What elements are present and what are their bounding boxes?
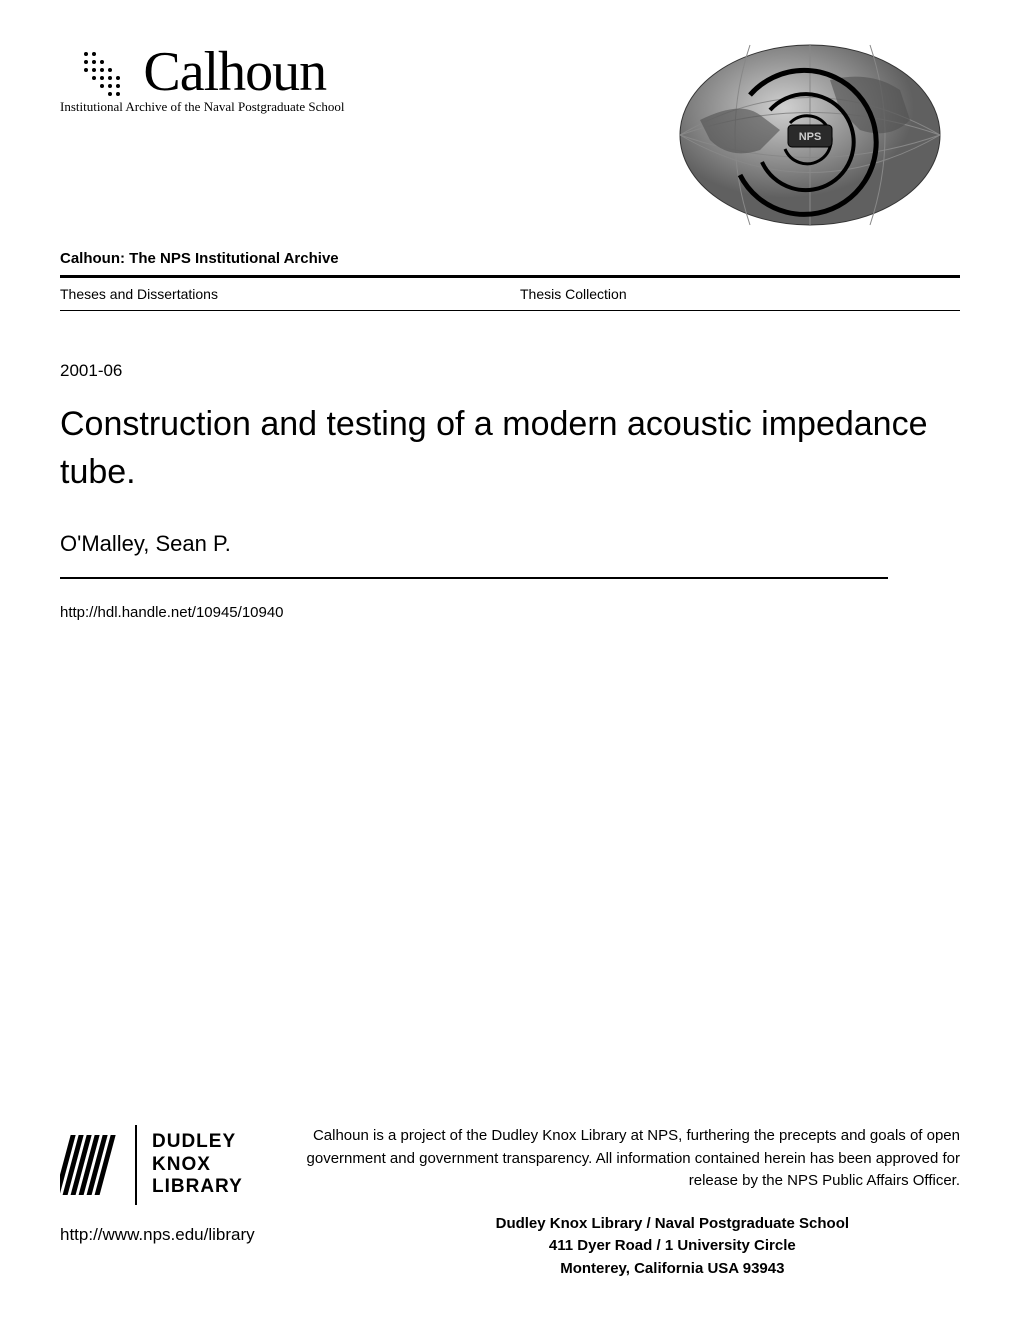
footer: DUDLEY KNOX LIBRARY http://www.nps.edu/l…: [60, 1125, 960, 1280]
dkl-logo: DUDLEY KNOX LIBRARY: [60, 1125, 255, 1205]
dkl-line2: KNOX: [152, 1154, 243, 1177]
dkl-line1: DUDLEY: [152, 1131, 243, 1154]
calhoun-wordmark: Calhoun: [78, 40, 326, 104]
footer-content: DUDLEY KNOX LIBRARY http://www.nps.edu/l…: [60, 1125, 960, 1280]
document-author: O'Malley, Sean P.: [60, 531, 960, 557]
document-title: Construction and testing of a modern aco…: [60, 401, 960, 496]
collection-row: Theses and Dissertations Thesis Collecti…: [60, 278, 960, 310]
dkl-vertical-divider: [135, 1125, 137, 1205]
dkl-bars-icon: [60, 1130, 120, 1200]
calhoun-dots-icon: [78, 42, 138, 102]
footer-text-block: Calhoun is a project of the Dudley Knox …: [285, 1125, 960, 1280]
archive-title: Calhoun: The NPS Institutional Archive: [60, 250, 960, 267]
calhoun-logo: Calhoun Institutional Archive of the Nav…: [60, 40, 345, 115]
library-url: http://www.nps.edu/library: [60, 1225, 255, 1245]
footer-description: Calhoun is a project of the Dudley Knox …: [285, 1125, 960, 1193]
dkl-line3: LIBRARY: [152, 1176, 243, 1199]
document-date: 2001-06: [60, 361, 960, 381]
divider-collection: [60, 310, 960, 311]
dkl-text: DUDLEY KNOX LIBRARY: [152, 1131, 243, 1199]
address-line1: Dudley Knox Library / Naval Postgraduate…: [385, 1213, 960, 1236]
collection-type: Thesis Collection: [500, 286, 960, 302]
nps-globe-icon: NPS: [660, 40, 960, 230]
divider-author: [60, 577, 888, 579]
collection-category: Theses and Dissertations: [60, 286, 500, 302]
address-line3: Monterey, California USA 93943: [385, 1258, 960, 1281]
calhoun-logo-text: Calhoun: [143, 40, 326, 104]
document-page: Calhoun Institutional Archive of the Nav…: [0, 0, 1020, 1320]
handle-url: http://hdl.handle.net/10945/10940: [60, 604, 960, 621]
footer-left-column: DUDLEY KNOX LIBRARY http://www.nps.edu/l…: [60, 1125, 255, 1245]
footer-address: Dudley Knox Library / Naval Postgraduate…: [285, 1213, 960, 1281]
svg-text:NPS: NPS: [799, 131, 822, 143]
address-line2: 411 Dyer Road / 1 University Circle: [385, 1235, 960, 1258]
header-logos: Calhoun Institutional Archive of the Nav…: [60, 40, 960, 230]
